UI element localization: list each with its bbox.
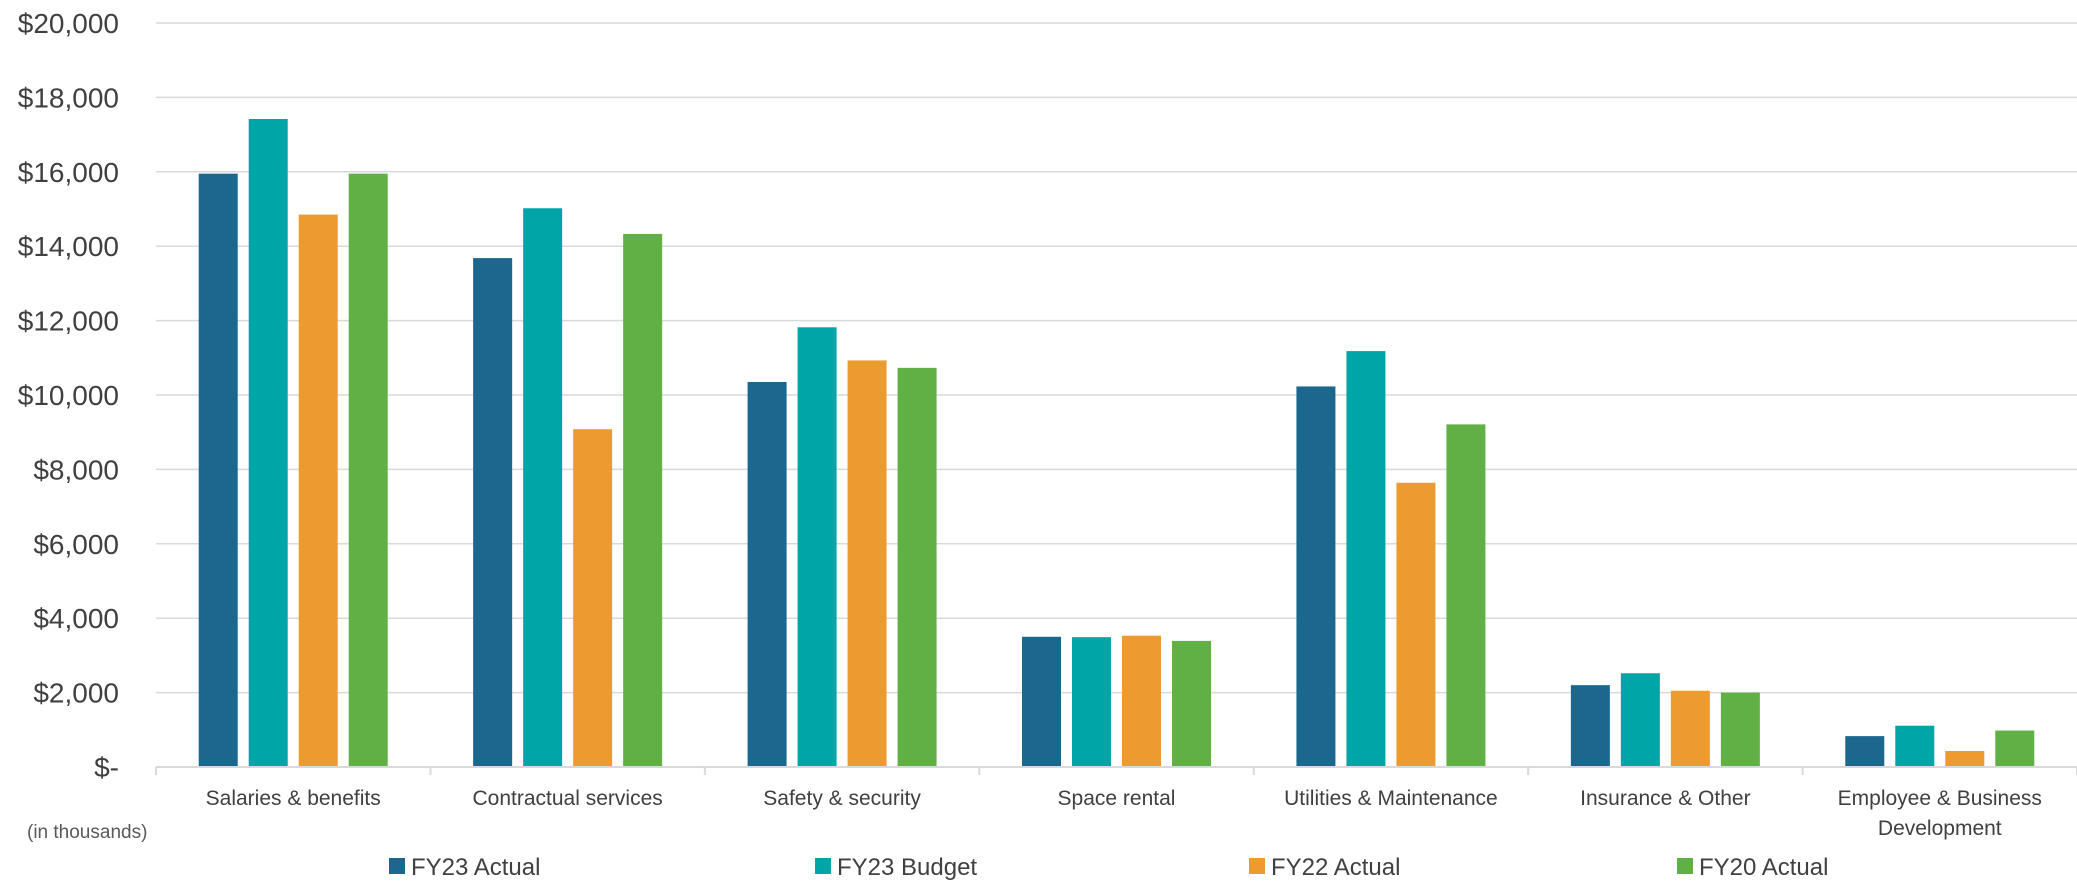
legend-swatch: [1249, 858, 1265, 874]
y-tick-label: $2,000: [33, 678, 119, 709]
bar: [298, 214, 338, 767]
legend-item: FY20 Actual: [1677, 854, 1828, 881]
y-tick-label: $18,000: [18, 82, 119, 113]
bar: [473, 258, 513, 767]
bar: [348, 173, 388, 767]
legend-swatch: [815, 858, 831, 874]
bar: [1122, 635, 1161, 767]
x-tick-label: Employee & Business Development: [1838, 787, 2042, 840]
legend: FY23 Actual FY23 Budget FY22 Actual FY20 Ac…: [389, 854, 1828, 881]
y-tick-label: $8,000: [33, 454, 119, 485]
bar: [1720, 692, 1760, 767]
bar: [573, 429, 613, 767]
legend-swatch: [1677, 858, 1693, 874]
y-tick-label: $14,000: [18, 231, 119, 262]
bars: [198, 118, 2035, 768]
legend-label: FY20 Actual: [1699, 854, 1828, 881]
bar: [897, 367, 937, 767]
x-tick-label: Contractual services: [473, 787, 663, 810]
legend-item: FY23 Budget: [815, 854, 977, 881]
y-tick-label: $20,000: [18, 8, 119, 39]
y-tick-label: $12,000: [18, 306, 119, 337]
legend-label: FY23 Budget: [837, 854, 977, 881]
legend-item: FY22 Actual: [1249, 854, 1400, 881]
y-tick-label: $16,000: [18, 157, 119, 188]
gridlines: [156, 22, 2077, 694]
bar: [1620, 673, 1660, 767]
x-tick-label: Salaries & benefits: [206, 787, 381, 810]
y-tick-label: $6,000: [33, 529, 119, 560]
bar: [1945, 751, 1985, 767]
bar: [797, 327, 837, 767]
x-tick-label: Utilities & Maintenance: [1284, 787, 1498, 810]
bar: [747, 381, 787, 767]
legend-label: FY22 Actual: [1271, 854, 1400, 881]
y-tick-label: $4,000: [33, 603, 119, 634]
y-tick-label: $-: [94, 752, 119, 783]
y-axis-tick-labels: $- $2,000 $4,000 $6,000 $8,000 $10,000 $12,000…: [18, 8, 119, 783]
bar: [1845, 736, 1885, 767]
bar: [1346, 351, 1386, 767]
bar: [248, 118, 288, 767]
y-tick-label: $10,000: [18, 380, 119, 411]
bar: [1446, 424, 1486, 767]
bar: [198, 173, 238, 767]
x-tick-label: Safety & security: [763, 787, 921, 810]
units-note: (in thousands): [27, 822, 147, 843]
bar: [1895, 725, 1935, 767]
legend-item: FY23 Actual: [389, 854, 540, 881]
bar: [1072, 637, 1111, 767]
legend-label: FY23 Actual: [411, 854, 540, 881]
legend-swatch: [389, 858, 405, 874]
x-axis: [155, 766, 2077, 775]
x-tick-label: Space rental: [1058, 787, 1176, 810]
bar: [847, 360, 887, 767]
bar: [523, 208, 563, 768]
x-axis-tick-labels: Salaries & benefits Contractual services S…: [206, 787, 2042, 840]
bar: [1396, 482, 1436, 767]
bar: [1296, 386, 1336, 767]
bar: [1995, 730, 2035, 767]
bar: [1570, 685, 1610, 767]
bar: [1172, 640, 1211, 767]
bar: [1670, 690, 1710, 767]
bar: [623, 233, 663, 767]
x-tick-label: Insurance & Other: [1580, 787, 1750, 810]
bar: [1022, 636, 1061, 767]
